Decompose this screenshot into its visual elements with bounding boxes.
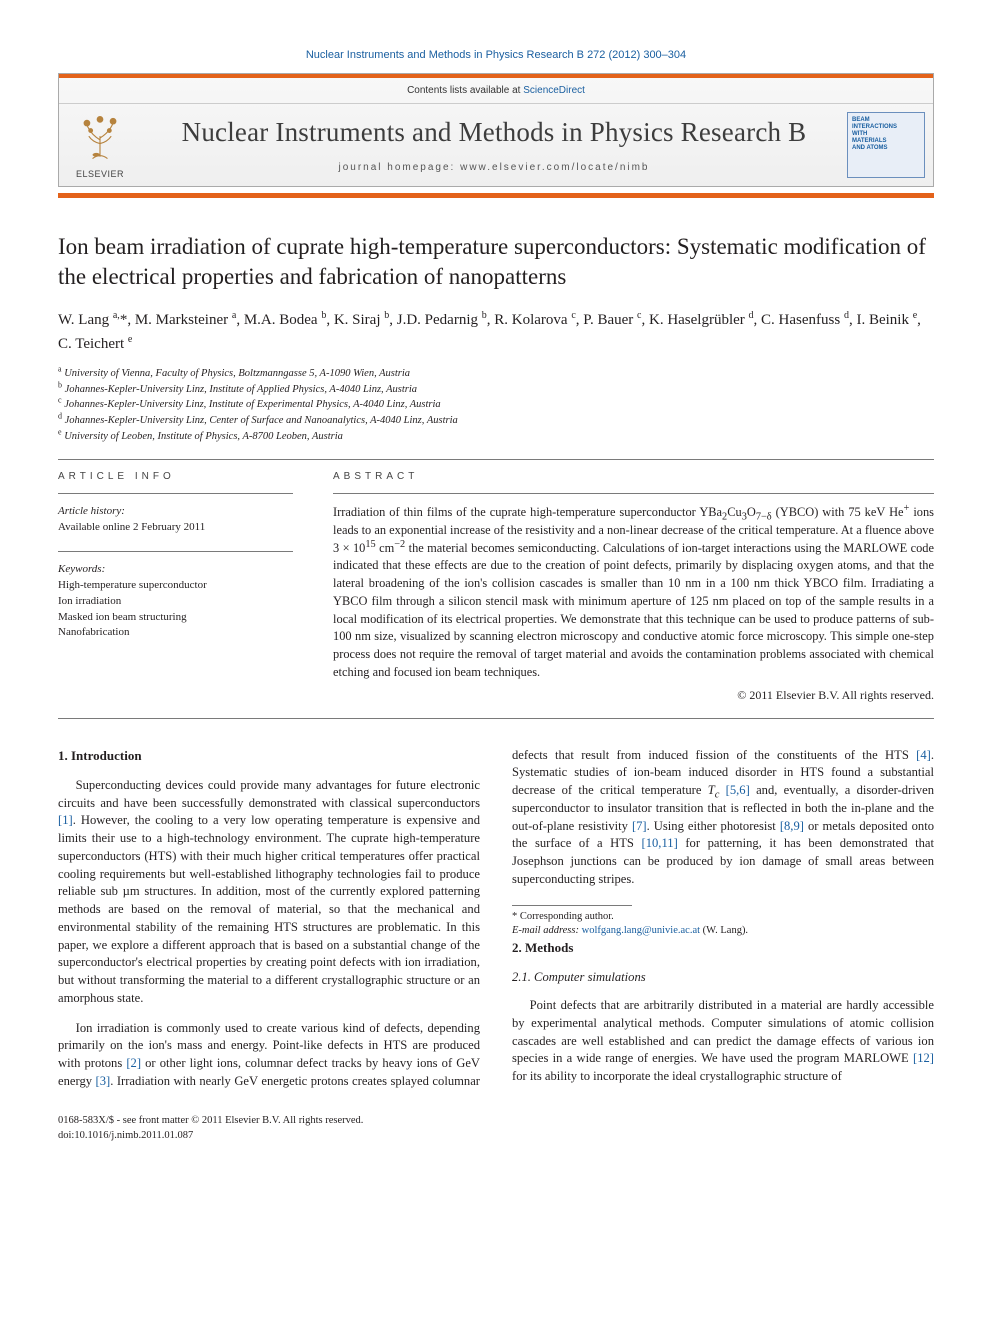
keyword: Masked ion beam structuring (58, 610, 293, 626)
elsevier-tree-icon (72, 110, 128, 166)
abstract-label: abstract (333, 470, 934, 484)
divider (58, 551, 293, 552)
keyword: High-temperature superconductor (58, 578, 293, 594)
journal-homepage-url[interactable]: www.elsevier.com/locate/nimb (460, 162, 649, 173)
elsevier-wordmark: ELSEVIER (76, 168, 124, 180)
journal-cover-thumbnail: BEAM INTERACTIONS WITH MATERIALS AND ATO… (847, 112, 925, 178)
history-heading: Article history: (58, 504, 293, 519)
journal-banner: Contents lists available at ScienceDirec… (58, 73, 934, 188)
abstract-copyright: © 2011 Elsevier B.V. All rights reserved… (333, 687, 934, 703)
divider (58, 459, 934, 460)
paragraph: Superconducting devices could provide ma… (58, 777, 480, 1008)
article-info-label: article info (58, 470, 293, 484)
keywords-list: High-temperature superconductor Ion irra… (58, 578, 293, 642)
affiliation: b Johannes-Kepler-University Linz, Insti… (58, 382, 934, 398)
subsection-heading: 2.1. Computer simulations (512, 969, 934, 987)
journal-title: Nuclear Instruments and Methods in Physi… (147, 114, 841, 150)
section-heading: 2. Methods (512, 939, 934, 957)
footnote-rule (512, 905, 632, 906)
journal-reference: Nuclear Instruments and Methods in Physi… (58, 48, 934, 63)
affiliation: a University of Vienna, Faculty of Physi… (58, 366, 934, 382)
keyword: Nanofabrication (58, 625, 293, 641)
article-body: 1. Introduction Superconducting devices … (58, 747, 934, 1095)
divider (333, 493, 934, 494)
keywords-heading: Keywords: (58, 562, 293, 577)
corresponding-email-link[interactable]: wolfgang.lang@univie.ac.at (582, 925, 700, 936)
article-title: Ion beam irradiation of cuprate high-tem… (58, 232, 934, 291)
doi-line: doi:10.1016/j.nimb.2011.01.087 (58, 1129, 934, 1144)
elsevier-logo: ELSEVIER (59, 104, 141, 186)
paragraph: Point defects that are arbitrarily distr… (512, 997, 934, 1086)
corresponding-author-footnote: * Corresponding author. E-mail address: … (512, 910, 934, 939)
affiliation: c Johannes-Kepler-University Linz, Insti… (58, 397, 934, 413)
affiliations: a University of Vienna, Faculty of Physi… (58, 366, 934, 445)
author-list: W. Lang a,*, M. Marksteiner a, M.A. Bode… (58, 309, 934, 356)
divider (58, 493, 293, 494)
divider (58, 718, 934, 719)
section-heading: 1. Introduction (58, 747, 480, 765)
page-footer: 0168-583X/$ - see front matter © 2011 El… (58, 1114, 934, 1143)
affiliation: e University of Leoben, Institute of Phy… (58, 429, 934, 445)
affiliation: d Johannes-Kepler-University Linz, Cente… (58, 413, 934, 429)
history-text: Available online 2 February 2011 (58, 520, 293, 535)
orange-rule (58, 193, 934, 198)
front-matter-line: 0168-583X/$ - see front matter © 2011 El… (58, 1114, 934, 1129)
sciencedirect-link[interactable]: ScienceDirect (523, 85, 585, 96)
journal-reference-text[interactable]: Nuclear Instruments and Methods in Physi… (306, 49, 686, 61)
journal-homepage: journal homepage: www.elsevier.com/locat… (147, 161, 841, 175)
keyword: Ion irradiation (58, 594, 293, 610)
abstract-text: Irradiation of thin films of the cuprate… (333, 504, 934, 681)
contents-line: Contents lists available at ScienceDirec… (59, 74, 933, 105)
